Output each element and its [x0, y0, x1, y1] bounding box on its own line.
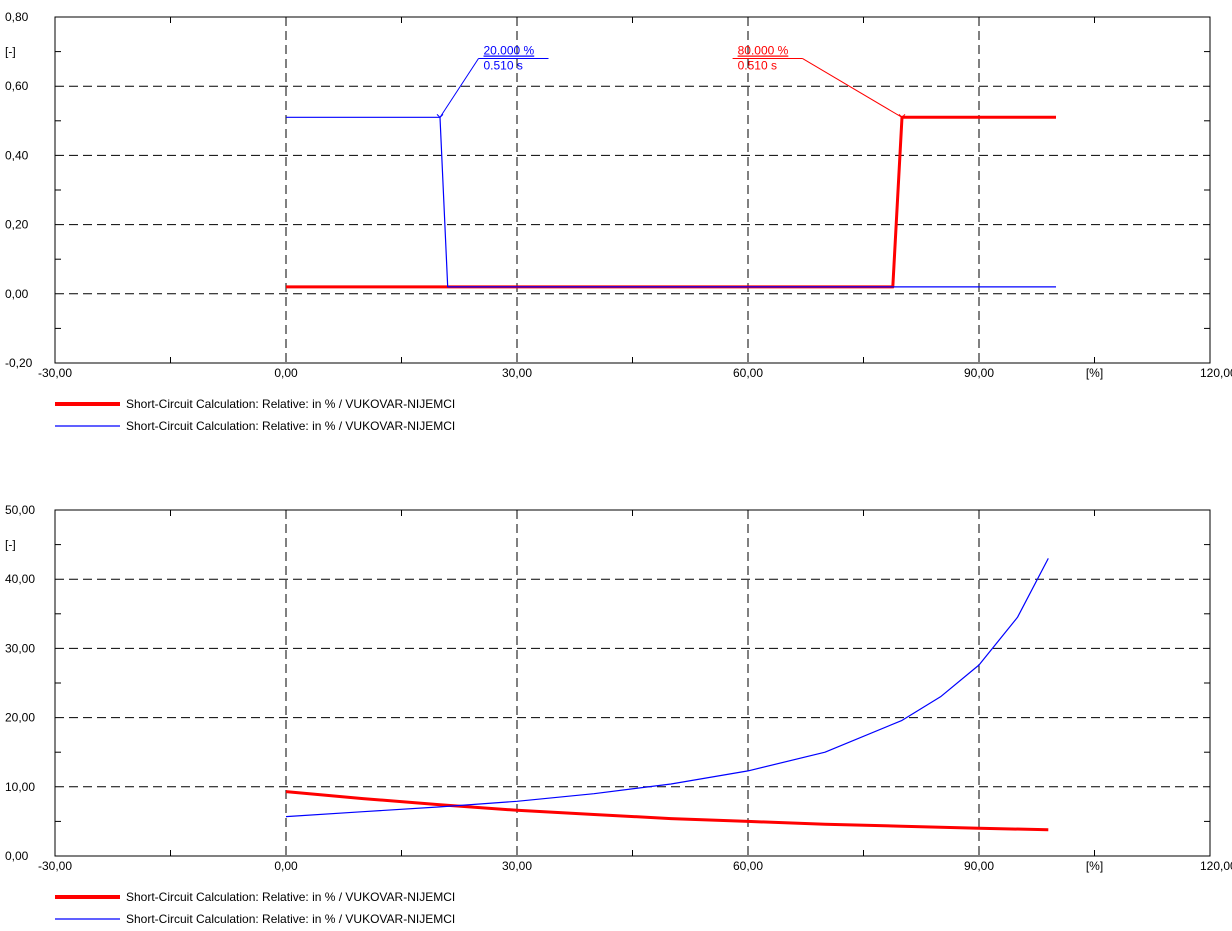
chart-1-x-tick-label: 90,00 — [964, 366, 994, 380]
chart-1-legend-label-2: Short-Circuit Calculation: Relative: in … — [126, 419, 455, 433]
chart-1-x-axis-unit: [%] — [1086, 366, 1103, 380]
chart-2-y-axis-label: [-] — [5, 538, 16, 552]
chart-1-series-2-line — [286, 116, 1056, 288]
chart-1-x-tick-label: 0,00 — [274, 366, 298, 380]
chart-1-annotation-2-leader — [802, 58, 903, 118]
chart-2-y-tick-label: 20,00 — [5, 711, 35, 725]
chart-1-annotation-1-value: 20.000 % — [484, 44, 535, 58]
chart-1-annotation-1-marker — [439, 113, 444, 118]
chart-2-x-tick-label: 60,00 — [733, 859, 763, 873]
chart-1-annotation-1-leader — [439, 58, 479, 118]
chart-2-plot-frame — [54, 509, 1211, 857]
chart-1-annotation-1-marker — [436, 113, 441, 118]
chart-2-x-tick-label: 0,00 — [274, 859, 298, 873]
chart-2-y-tick-label: 0,00 — [5, 849, 29, 863]
chart-1-y-tick-label: 0,20 — [5, 218, 29, 232]
chart-1-x-tick-label: 120,00 — [1200, 366, 1232, 380]
chart-1-x-tick-label: 60,00 — [733, 366, 763, 380]
chart-2-y-tick-label: 50,00 — [5, 503, 35, 517]
chart-1-annotation-2-value: 80.000 % — [738, 44, 789, 58]
chart-1-y-tick-label: 0,40 — [5, 148, 29, 162]
chart-2-x-tick-label: 90,00 — [964, 859, 994, 873]
chart-1-legend-label-1: Short-Circuit Calculation: Relative: in … — [126, 397, 455, 411]
chart-1-y-tick-label: 0,60 — [5, 79, 29, 93]
chart-2-legend-label-1: Short-Circuit Calculation: Relative: in … — [126, 890, 455, 904]
chart-1-y-tick-label: 0,80 — [5, 10, 29, 24]
chart-1-annotation-2-marker — [901, 113, 906, 118]
chart-1-y-tick-label: 0,00 — [5, 287, 29, 301]
chart-2-y-tick-label: 30,00 — [5, 641, 35, 655]
chart-2-series-1-line — [285, 790, 1049, 832]
chart-2-series-2-line — [285, 558, 1049, 818]
chart-1-annotation-2-time: 0.510 s — [738, 59, 777, 73]
chart-1-y-axis-label: [-] — [5, 45, 16, 59]
chart-1: -0,20 0,00 0,20 0,40 0,60 0,80 [-] -30,00 0,00 30… — [5, 10, 1232, 433]
chart-1-annotation-2-marker — [898, 113, 903, 118]
chart-1-plot-frame — [54, 16, 1211, 364]
chart-1-x-tick-label: 30,00 — [502, 366, 532, 380]
chart-1-y-tick-label: -0,20 — [5, 356, 33, 370]
chart-2-y-tick-label: 10,00 — [5, 780, 35, 794]
chart-2-y-tick-label: 40,00 — [5, 572, 35, 586]
chart-2: 0,00 10,00 20,00 30,00 40,00 50,00 [-] -30,00 0,… — [5, 503, 1232, 926]
chart-2-legend-label-2: Short-Circuit Calculation: Relative: in … — [126, 912, 455, 926]
chart-2-x-axis-unit: [%] — [1086, 859, 1103, 873]
chart-1-x-tick-label: -30,00 — [38, 366, 72, 380]
chart-1-annotation-1-time: 0.510 s — [484, 59, 523, 73]
chart-1-series-1-line — [286, 115, 1056, 289]
chart-2-x-tick-label: 30,00 — [502, 859, 532, 873]
chart-2-x-tick-label: 120,00 — [1200, 859, 1232, 873]
chart-2-x-tick-label: -30,00 — [38, 859, 72, 873]
